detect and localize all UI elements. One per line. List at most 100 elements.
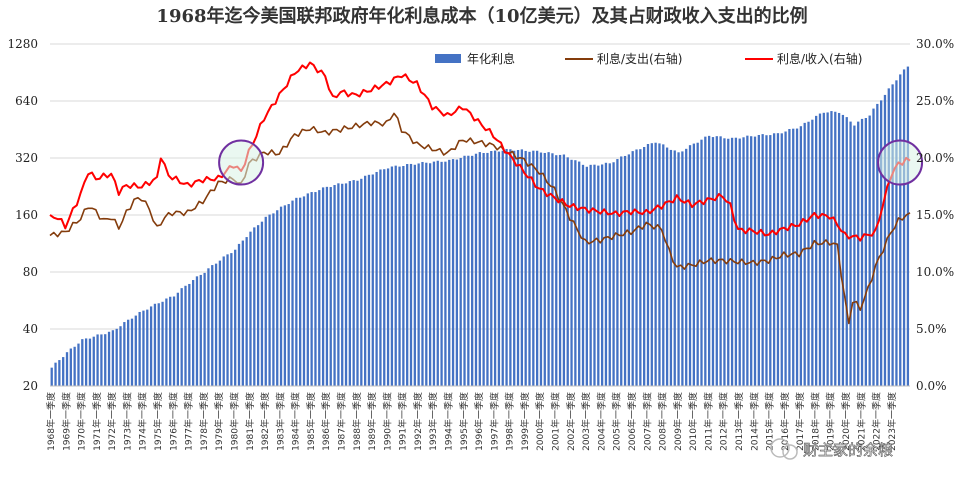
bar [597,165,600,386]
x-tick-label: 2004年一季度 [595,392,607,451]
bar [673,150,676,386]
right-tick-label: 5.0% [916,322,947,336]
bar [371,174,374,386]
bar [211,265,214,386]
bar [681,151,684,386]
bar [218,260,222,386]
bar [623,155,627,386]
bar [111,330,115,386]
bar [826,112,829,387]
bar [81,339,84,386]
bar [279,206,283,386]
bar [509,149,512,386]
bar [375,171,378,386]
bar [127,319,130,386]
bar [704,136,707,386]
bar [631,151,634,386]
bar [222,256,225,386]
bar [54,362,57,386]
bar [291,200,294,386]
bar [299,197,302,386]
bar [635,149,638,386]
bar [612,162,615,386]
bar [272,213,275,386]
bar [841,114,845,386]
x-tick-label: 1971年一季度 [91,392,103,451]
x-tick-label: 1968年一季度 [45,392,57,451]
bar [394,165,397,386]
bar [440,161,443,386]
bar [513,150,516,386]
bar [459,157,462,386]
x-tick-label: 1996年一季度 [473,392,485,451]
bar [50,367,53,386]
bar [853,125,856,386]
bar [333,185,336,386]
bar [367,174,371,386]
bar [268,214,271,386]
bar [845,117,848,386]
bar [669,149,673,386]
x-tick-label: 2020年一季度 [840,392,852,451]
bar [406,164,409,386]
bar [161,301,164,386]
bar [501,150,504,386]
bar [157,303,160,386]
bar [237,243,241,386]
line-interest-to-revenue [49,61,911,242]
x-tick-label: 1984年一季度 [290,392,302,451]
left-axis-ticks: 20 40 80 160 320 640 1280 [7,37,38,393]
bar [516,149,520,386]
bar [184,285,187,386]
bar [532,150,535,386]
x-tick-label: 1989年一季度 [366,392,378,451]
bar [646,144,650,386]
bar [191,280,195,386]
x-tick-label: 2000年一季度 [534,392,546,451]
bar [585,166,588,386]
bar [837,112,841,386]
bar [616,159,619,386]
bar [547,152,550,386]
bar [463,155,466,386]
bar [444,161,447,386]
bar [643,146,646,386]
bar [868,115,871,386]
bar [318,190,321,386]
bar [543,152,546,386]
bar [558,154,562,386]
bar [899,74,902,387]
x-tick-label: 1981年一季度 [244,392,256,451]
bar [253,227,256,386]
left-tick-label: 20 [23,379,38,393]
bar [207,268,210,386]
x-tick-label: 2007年一季度 [641,392,653,451]
highlight-circle [877,139,924,186]
bar [138,311,141,386]
x-tick-label: 1991年一季度 [397,392,409,451]
bar [283,205,287,386]
x-tick-label: 1993年一季度 [427,392,439,451]
x-tick-label: 2011年一季度 [702,392,714,451]
bar [574,160,577,386]
bar [62,357,65,386]
bar [830,111,833,386]
bar [310,192,313,386]
x-tick-label: 2009年一季度 [672,392,684,451]
watermark: 财主家的余粮 [770,438,893,460]
bar [306,193,309,386]
bar [245,237,248,386]
x-tick-label: 2005年一季度 [611,392,623,451]
bar [69,348,72,386]
bar [746,135,749,386]
x-tick-label: 1999年一季度 [519,392,531,451]
bar [879,100,883,387]
bar [589,164,592,386]
bar [241,240,244,386]
x-tick-label: 1969年一季度 [60,392,72,451]
x-tick-label: 1985年一季度 [305,392,317,451]
bar [413,164,416,386]
bar [287,204,290,386]
bar [96,334,99,386]
bar [234,249,237,386]
